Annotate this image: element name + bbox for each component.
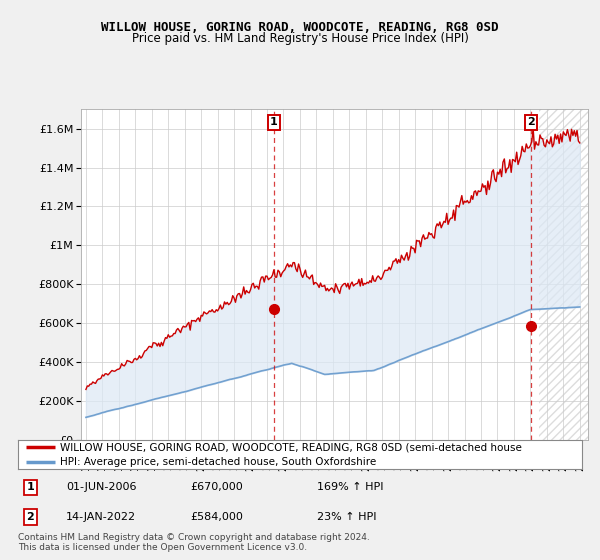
Text: 01-JUN-2006: 01-JUN-2006 (66, 482, 136, 492)
Text: 1: 1 (270, 118, 278, 128)
Text: Price paid vs. HM Land Registry's House Price Index (HPI): Price paid vs. HM Land Registry's House … (131, 32, 469, 45)
Text: 1: 1 (26, 482, 34, 492)
Text: £670,000: £670,000 (190, 482, 243, 492)
Text: WILLOW HOUSE, GORING ROAD, WOODCOTE, READING, RG8 0SD: WILLOW HOUSE, GORING ROAD, WOODCOTE, REA… (101, 21, 499, 34)
Text: Contains HM Land Registry data © Crown copyright and database right 2024.: Contains HM Land Registry data © Crown c… (18, 533, 370, 542)
Text: 2: 2 (26, 512, 34, 522)
Text: This data is licensed under the Open Government Licence v3.0.: This data is licensed under the Open Gov… (18, 543, 307, 552)
Text: HPI: Average price, semi-detached house, South Oxfordshire: HPI: Average price, semi-detached house,… (60, 457, 377, 467)
Text: 169% ↑ HPI: 169% ↑ HPI (317, 482, 383, 492)
Text: 14-JAN-2022: 14-JAN-2022 (66, 512, 136, 522)
Text: £584,000: £584,000 (190, 512, 243, 522)
Text: 2: 2 (527, 118, 535, 128)
Text: 23% ↑ HPI: 23% ↑ HPI (317, 512, 376, 522)
Text: WILLOW HOUSE, GORING ROAD, WOODCOTE, READING, RG8 0SD (semi-detached house: WILLOW HOUSE, GORING ROAD, WOODCOTE, REA… (60, 442, 522, 452)
